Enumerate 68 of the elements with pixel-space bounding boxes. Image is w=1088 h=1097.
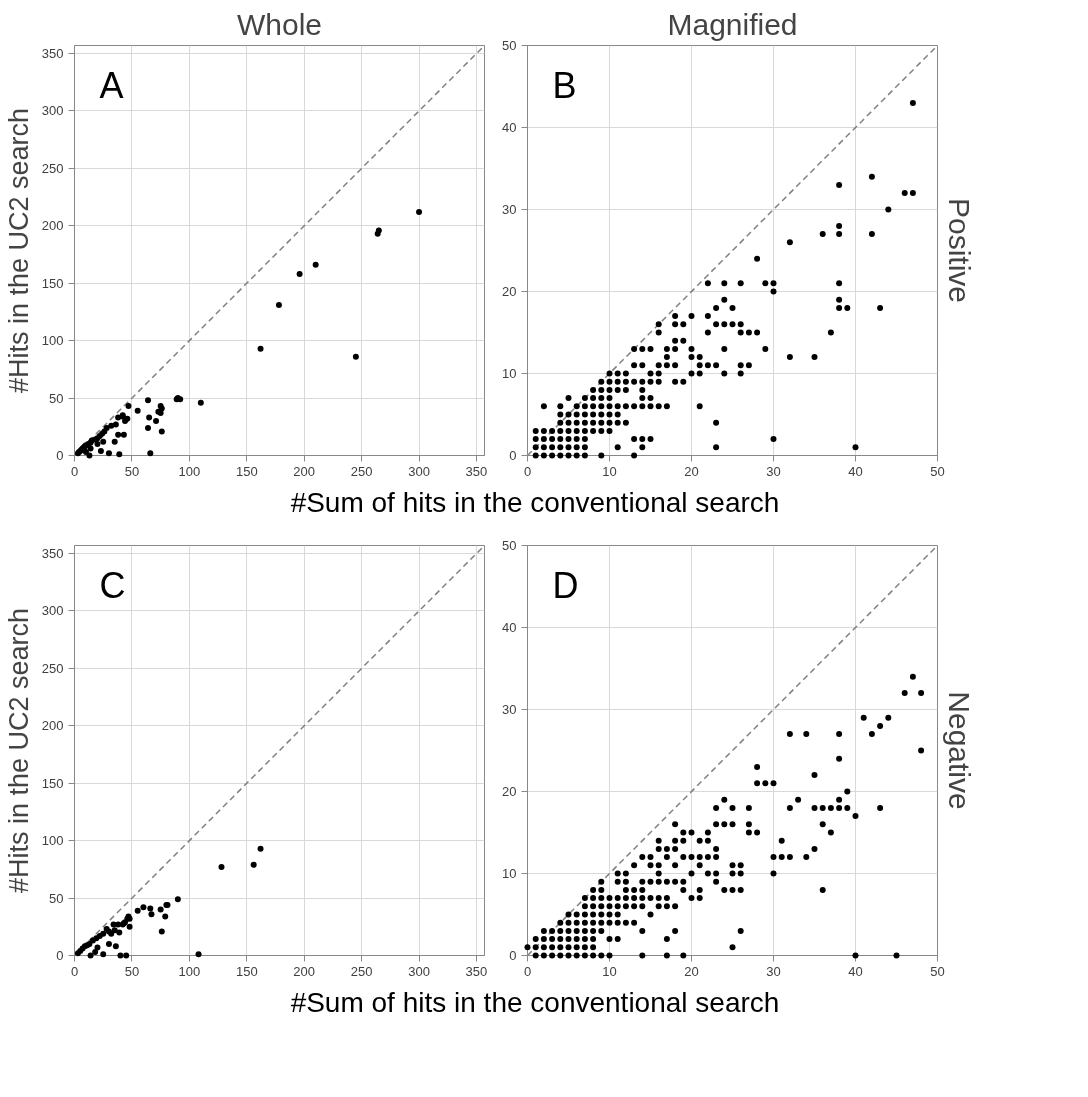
x-tick-label: 350 — [465, 963, 488, 979]
x-tick-label: 50 — [930, 463, 945, 479]
x-tick-label: 40 — [848, 463, 863, 479]
y-tick-label: 0 — [509, 948, 517, 963]
annotation: A — [99, 64, 124, 106]
x-tick-label: 50 — [124, 463, 140, 479]
y-tick-label: 50 — [49, 890, 64, 906]
x-tick-label: 10 — [602, 463, 617, 479]
annotation: B — [552, 64, 577, 106]
y-tick-label: 20 — [502, 784, 517, 799]
y-axis-title: #Hits in the UC2 search — [3, 607, 34, 894]
x-tick-label: 150 — [235, 463, 258, 479]
x-tick-label: 20 — [684, 963, 699, 979]
chart-title: Whole — [236, 7, 323, 41]
y-tick-label: 250 — [41, 660, 64, 676]
x-tick-label: 20 — [684, 463, 699, 479]
x-tick-label: 150 — [235, 963, 258, 979]
x-tick-label: 0 — [70, 463, 79, 479]
x-tick-label: 0 — [523, 463, 532, 479]
y-tick-label: 250 — [41, 160, 64, 176]
x-tick-label: 10 — [602, 963, 617, 979]
y-tick-label: 30 — [502, 702, 517, 717]
y-tick-label: 100 — [41, 833, 64, 849]
y-tick-label: 300 — [41, 103, 64, 119]
x-tick-label: 350 — [465, 463, 488, 479]
x-tick-label: 100 — [178, 463, 201, 479]
y-tick-label: 0 — [509, 448, 517, 463]
y2-axis-title: Negative — [942, 691, 976, 810]
y-tick-label: 350 — [41, 46, 64, 62]
annotation: C — [99, 564, 126, 606]
x-tick-label: 30 — [766, 963, 781, 979]
y-tick-label: 50 — [502, 538, 517, 553]
x-tick-label: 250 — [350, 963, 373, 979]
y-tick-label: 10 — [502, 366, 517, 381]
x-tick-label: 50 — [124, 963, 140, 979]
y-tick-label: 50 — [502, 38, 517, 53]
x-tick-label: 300 — [408, 963, 430, 979]
y-tick-label: 200 — [41, 718, 64, 734]
y-tick-label: 20 — [502, 284, 517, 299]
y-tick-label: 350 — [41, 546, 64, 562]
x-tick-label: 50 — [930, 963, 945, 979]
y-tick-label: 0 — [56, 948, 64, 963]
y-tick-label: 150 — [41, 275, 64, 291]
x-tick-label: 300 — [408, 463, 430, 479]
y-tick-label: 100 — [41, 333, 64, 349]
y-tick-label: 300 — [41, 603, 64, 619]
y-tick-label: 150 — [41, 775, 64, 791]
y-tick-label: 50 — [49, 390, 64, 406]
x-tick-label: 100 — [178, 963, 201, 979]
y-tick-label: 40 — [502, 620, 517, 635]
x-tick-label: 0 — [70, 963, 79, 979]
chart-title: Magnified — [667, 7, 798, 41]
x-tick-label: 200 — [293, 963, 316, 979]
y-tick-label: 10 — [502, 866, 517, 881]
x-axis-title: #Sum of hits in the conventional search — [290, 486, 780, 520]
x-tick-label: 30 — [766, 463, 781, 479]
annotation: D — [552, 564, 579, 606]
y-tick-label: 40 — [502, 120, 517, 135]
y-tick-label: 0 — [56, 448, 64, 463]
x-axis-title: #Sum of hits in the conventional search — [290, 986, 780, 1020]
x-tick-label: 250 — [350, 463, 373, 479]
x-tick-label: 200 — [293, 463, 316, 479]
y-tick-label: 30 — [502, 202, 517, 217]
x-tick-label: 0 — [523, 963, 532, 979]
y-axis-title: #Hits in the UC2 search — [3, 107, 34, 394]
x-tick-label: 40 — [848, 963, 863, 979]
y2-axis-title: Positive — [942, 197, 976, 304]
y-tick-label: 200 — [41, 218, 64, 234]
